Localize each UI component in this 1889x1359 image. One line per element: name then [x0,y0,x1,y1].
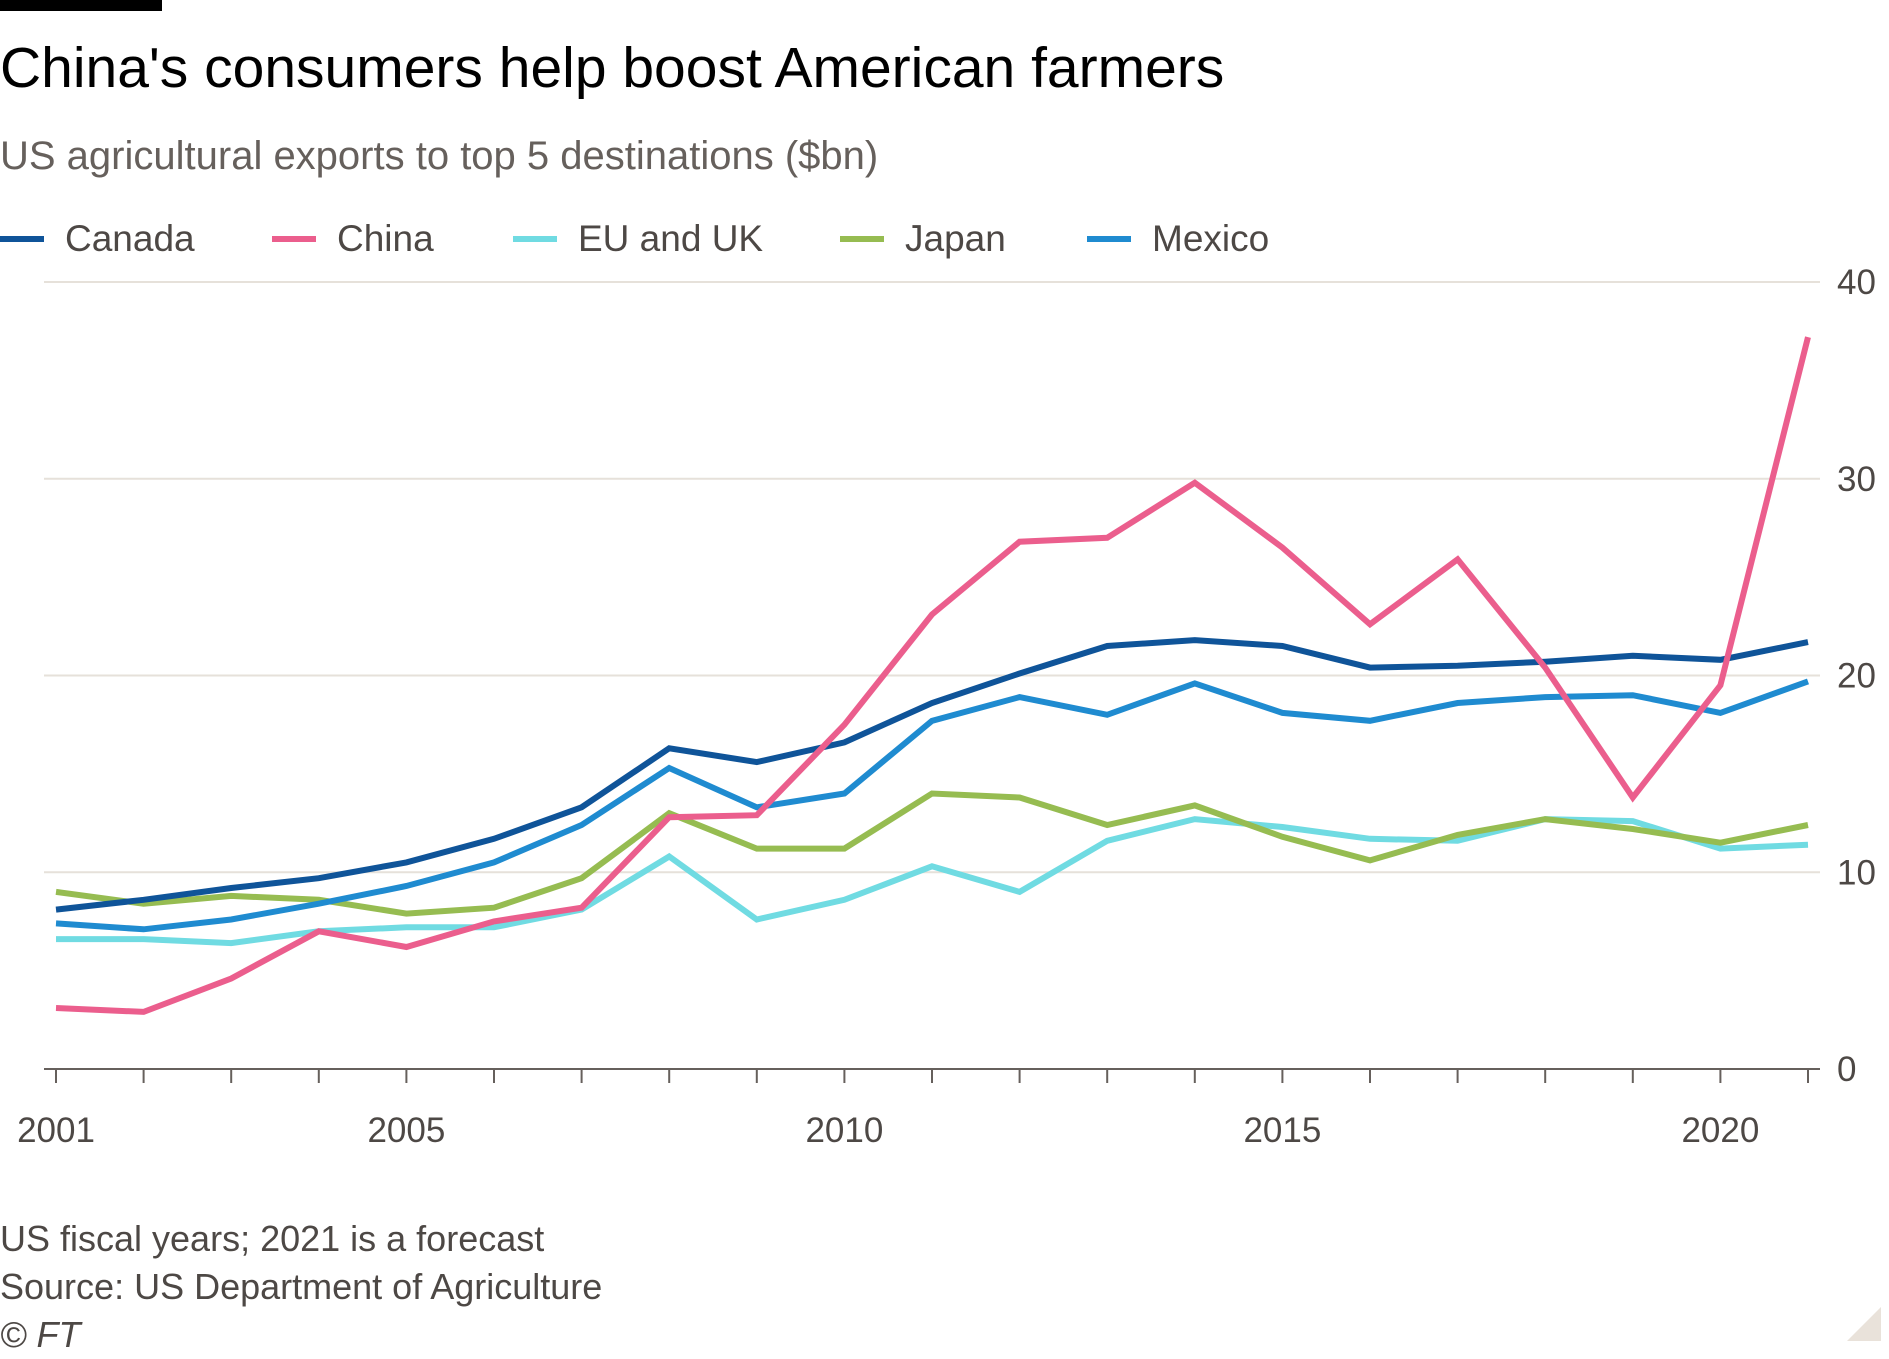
chart-notes: US fiscal years; 2021 is a forecast Sour… [0,1215,602,1359]
source-note: Source: US Department of Agriculture [0,1266,603,1307]
x-tick-label: 2020 [1681,1111,1759,1150]
brand-bar [0,0,162,11]
legend-swatch-mexico [1087,236,1131,242]
y-tick-label: 30 [1837,460,1876,499]
copyright-note: © FT [0,1314,81,1355]
legend-label-mexico: Mexico [1152,218,1270,259]
legend-label-japan: Japan [905,218,1006,259]
y-tick-label: 40 [1837,263,1876,302]
x-tick-label: 2001 [17,1111,95,1150]
y-tick-label: 0 [1837,1050,1856,1089]
x-tick-label: 2005 [367,1111,445,1150]
x-axis-ticks: 2001 2005 2010 2015 2020 [17,1069,1809,1150]
legend-label-china: China [337,218,434,259]
x-tick-label: 2010 [805,1111,883,1150]
footnote: US fiscal years; 2021 is a forecast [0,1218,545,1259]
y-tick-label: 20 [1837,657,1876,696]
series-line-mexico [55,678,1810,933]
chart-subtitle: US agricultural exports to top 5 destina… [0,134,879,178]
series-line-canada [55,637,1809,913]
legend-label-canada: Canada [65,218,195,259]
legend-label-eu-uk: EU and UK [578,218,764,259]
chart-title: China's consumers help boost American fa… [0,36,1225,100]
series-line-china [55,336,1811,1015]
series-line-japan [55,790,1809,917]
line-chart: 0 10 20 30 40 2001 2005 2010 2015 2020 [17,263,1876,1150]
legend-swatch-canada [0,236,44,242]
legend-swatch-japan [840,236,884,242]
y-axis-ticks: 0 10 20 30 40 [1837,263,1876,1089]
legend-swatch-eu-uk [513,236,557,242]
series-lines [55,336,1811,1015]
chart-legend: Canada China EU and UK Japan Mexico [0,214,1889,264]
legend-swatch-china [272,236,316,242]
x-tick-label: 2015 [1243,1111,1321,1150]
corner-fold-icon [1847,1307,1881,1341]
y-tick-label: 10 [1837,853,1876,892]
grid-lines [44,281,1820,1070]
